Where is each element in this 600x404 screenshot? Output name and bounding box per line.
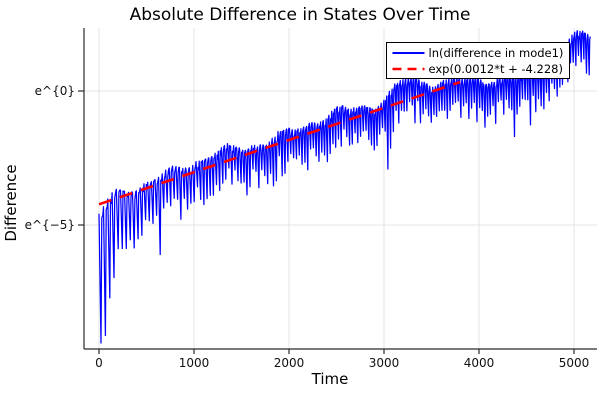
legend-entry-label: exp(0.0012*t + -4.228) (429, 62, 563, 76)
axes (78, 28, 597, 354)
y-axis-label: Difference (2, 164, 20, 241)
x-tick-label: 3000 (369, 356, 400, 370)
x-tick-label: 5000 (559, 356, 590, 370)
legend-entry-label: ln(difference in mode1) (429, 46, 564, 60)
x-tick-label: 4000 (464, 356, 495, 370)
x-axis-label: Time (311, 370, 349, 388)
chart-title: Absolute Difference in States Over Time (130, 5, 471, 25)
x-tick-label: 2000 (274, 356, 305, 370)
tick-labels: 0 1000 2000 3000 4000 5000 e^{0} e^{−5} (25, 84, 590, 370)
legend-box (386, 42, 570, 79)
x-tick-label: 1000 (179, 356, 210, 370)
series-fit-line (98, 80, 461, 206)
y-tick-label: e^{0} (35, 84, 75, 98)
y-tick-label: e^{−5} (25, 218, 75, 232)
x-tick-label: 0 (95, 356, 103, 370)
legend: ln(difference in mode1) exp(0.0012*t + -4… (386, 42, 570, 79)
